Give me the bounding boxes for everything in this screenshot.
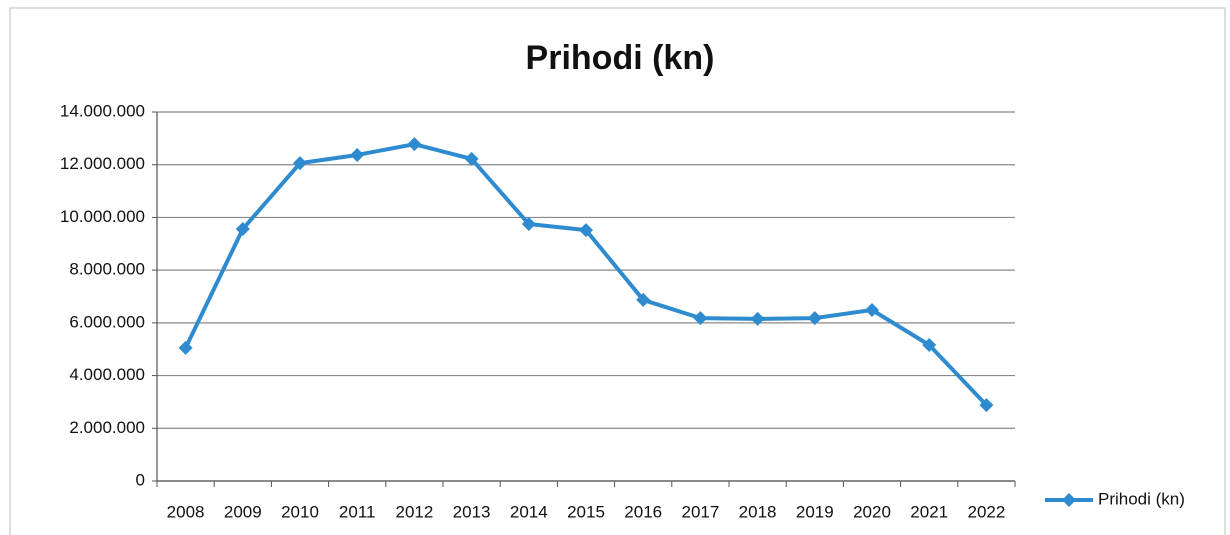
x-tick-label: 2014: [510, 502, 548, 521]
data-point: [979, 398, 994, 413]
data-point: [350, 147, 365, 162]
data-point: [865, 302, 879, 317]
x-tick-label: 2012: [395, 502, 433, 521]
x-tick-label: 2017: [681, 502, 719, 521]
chart-title: Prihodi (kn): [526, 39, 715, 77]
legend-label: Prihodi (kn): [1098, 489, 1185, 508]
x-tick-label: 2019: [796, 502, 834, 521]
y-tick-label: 4.000.000: [69, 365, 145, 384]
x-tick-label: 2022: [967, 502, 1005, 521]
y-tick-label: 6.000.000: [69, 312, 145, 331]
data-point: [922, 337, 937, 352]
data-line: [183, 142, 988, 407]
x-tick-label: 2011: [339, 502, 376, 521]
x-tick-label: 2016: [624, 502, 662, 521]
legend-marker: [1062, 493, 1076, 507]
chart-frame: [9, 7, 1226, 535]
data-point: [464, 151, 479, 166]
data-point: [579, 223, 593, 238]
x-tick-label: 2008: [167, 502, 205, 521]
x-tick-label: 2013: [453, 502, 491, 521]
y-tick-label: 8.000.000: [69, 260, 145, 279]
y-tick-label: 12.000.000: [60, 154, 145, 173]
data-point: [407, 137, 422, 152]
data-point: [235, 222, 250, 237]
y-tick-label: 2.000.000: [69, 418, 145, 437]
data-point: [178, 340, 193, 355]
y-tick-label: 14.000.000: [60, 101, 145, 120]
data-point: [636, 292, 651, 307]
data-point: [807, 311, 822, 326]
data-point: [293, 156, 307, 171]
x-tick-label: 2021: [910, 502, 948, 521]
y-tick-label: 0: [136, 470, 145, 489]
x-tick-label: 2009: [224, 502, 262, 521]
data-point: [521, 217, 536, 232]
x-tick-label: 2015: [567, 502, 605, 521]
data-point: [693, 311, 708, 326]
x-tick-label: 2010: [281, 502, 319, 521]
x-tick-label: 2018: [739, 502, 777, 521]
y-tick-label: 10.000.000: [60, 207, 145, 226]
x-tick-label: 2020: [853, 502, 891, 521]
data-point: [750, 311, 765, 326]
